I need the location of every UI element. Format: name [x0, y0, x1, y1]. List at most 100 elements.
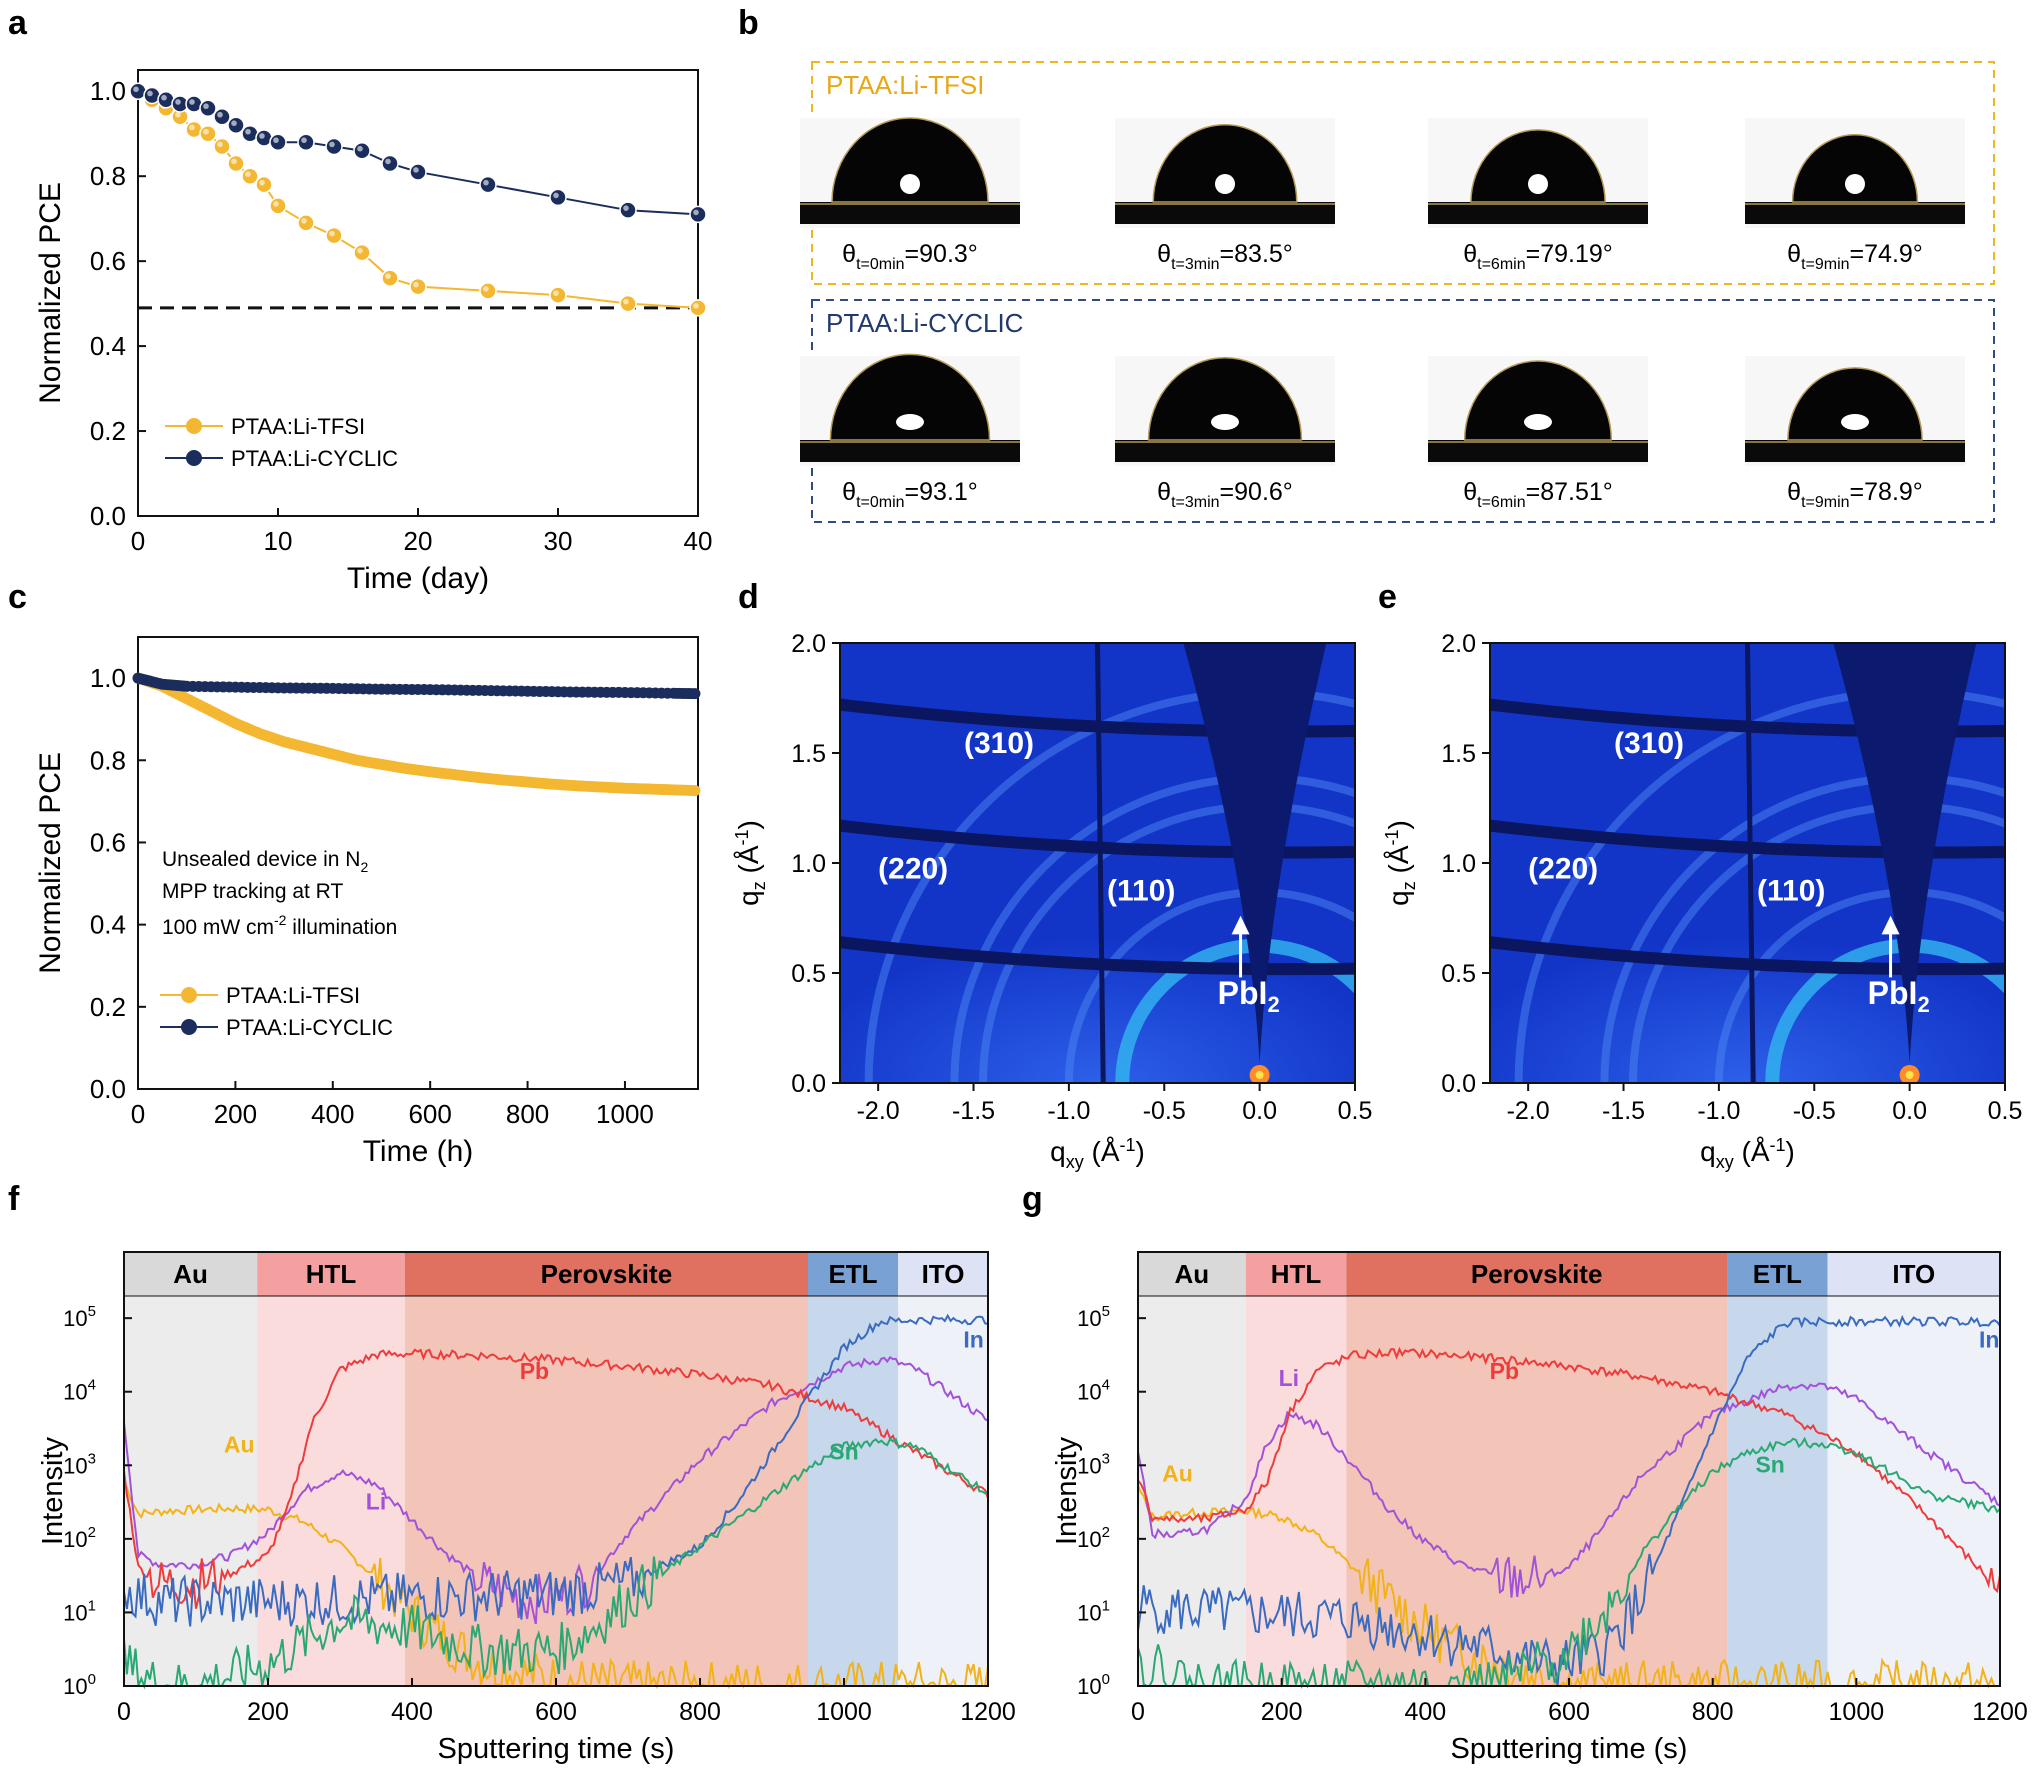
series-point-highlight — [259, 133, 265, 139]
ring-label: (110) — [1757, 874, 1825, 907]
layer-label: HTL — [1271, 1259, 1322, 1289]
detector-gap — [840, 819, 1355, 859]
x-tick-label: 200 — [214, 1099, 257, 1129]
layer-region — [1245, 1296, 1347, 1686]
annotation-superscript: -2 — [274, 912, 287, 928]
panel-label-e: e — [1378, 578, 1397, 616]
layer-region — [1138, 1296, 1246, 1686]
series-point — [199, 124, 217, 143]
substrate — [1745, 440, 1965, 462]
axis-sub: xy — [1066, 1152, 1084, 1172]
reflection — [1215, 174, 1235, 194]
group-title: PTAA:Li-CYCLIC — [826, 308, 1023, 338]
theta-subscript: t=3min — [1171, 256, 1219, 273]
y-tick-label: 1.0 — [791, 850, 826, 878]
depth-profile-line — [1137, 1346, 2001, 1594]
series-point — [619, 201, 637, 219]
angle-value: =90.6° — [1220, 478, 1293, 506]
x-axis-title: Sputtering time (s) — [1451, 1733, 1688, 1765]
series-point — [241, 167, 259, 185]
x-tick-label: -1.0 — [1697, 1097, 1740, 1125]
pbi2-arrow-head — [1881, 915, 1900, 935]
series-label: In — [1979, 1326, 1999, 1352]
series-point — [689, 785, 701, 797]
legend-label: PTAA:Li-TFSI — [226, 983, 360, 1008]
layer-label: Au — [173, 1259, 208, 1289]
theta-subscript: t=9min — [1801, 256, 1849, 273]
beam-center-core — [1255, 1071, 1264, 1079]
y-tick-label: 1.0 — [90, 663, 126, 693]
series-point — [199, 99, 217, 117]
tick-exponent: 3 — [1102, 1450, 1110, 1467]
y-axis-title: Normalized PCE — [34, 752, 67, 974]
theta-subscript: t=6min — [1477, 256, 1525, 273]
series-point-highlight — [357, 247, 363, 254]
axis-end: ) — [1383, 820, 1414, 829]
reflection — [1211, 414, 1239, 430]
contact-angle-label: θt=0min=90.3° — [842, 240, 978, 273]
theta-subscript: t=9min — [1801, 494, 1849, 511]
x-tick-label: 600 — [1548, 1698, 1590, 1726]
series-point — [689, 205, 707, 224]
series-label: Li — [366, 1489, 386, 1515]
tick-base: 10 — [1077, 1380, 1101, 1405]
series-label: Pb — [520, 1358, 549, 1384]
y-axis-title: qz (Å-1) — [732, 820, 769, 906]
theta-symbol: θ — [1463, 478, 1477, 506]
axis-unit: (Å — [1084, 1136, 1120, 1167]
y-tick-label: 101 — [63, 1597, 96, 1625]
annotation-line-3: 100 mW cm-2 illumination — [162, 912, 397, 939]
series-point — [297, 214, 315, 232]
substrate — [800, 440, 1020, 462]
y-tick-label: 1.5 — [791, 740, 826, 768]
series-point-highlight — [161, 94, 167, 101]
contact-angle-label: θt=9min=78.9° — [1787, 478, 1923, 511]
series-point — [325, 226, 343, 245]
legend-label: PTAA:Li-CYCLIC — [226, 1015, 393, 1040]
series-point-highlight — [203, 128, 209, 135]
series-point-highlight — [623, 205, 629, 211]
droplet — [1147, 357, 1303, 441]
series-point — [619, 294, 637, 313]
y-axis-title: Intensity — [1051, 1437, 1083, 1545]
x-tick-label: 0.0 — [1892, 1097, 1927, 1125]
y-tick-label: 0.4 — [90, 331, 126, 361]
tick-base: 10 — [63, 1674, 87, 1699]
pbi2-arrow-head — [1231, 915, 1250, 935]
legend-label: PTAA:Li-TFSI — [231, 414, 365, 439]
tick-exponent: 2 — [1102, 1524, 1110, 1541]
series-point — [297, 133, 315, 151]
x-tick-label: 20 — [404, 526, 433, 556]
contact-angle-label: θt=9min=74.9° — [1787, 240, 1923, 273]
y-tick-label: 103 — [63, 1450, 96, 1478]
x-tick-label: 0 — [1131, 1698, 1145, 1726]
series-point-highlight — [231, 120, 237, 127]
series-label: In — [963, 1326, 983, 1352]
theta-subscript: t=0min — [856, 256, 904, 273]
x-tick-label: 0 — [131, 526, 145, 556]
theta-symbol: θ — [1787, 240, 1801, 268]
series-point-highlight — [329, 141, 335, 148]
theta-symbol: θ — [1463, 240, 1477, 268]
annotation-text: Unsealed device in N — [162, 848, 360, 871]
axis-end: ) — [733, 820, 764, 829]
panel-label-g: g — [1022, 1180, 1043, 1218]
detector-gap — [840, 936, 1355, 976]
series-point-highlight — [273, 201, 279, 207]
legend-label: PTAA:Li-CYCLIC — [231, 446, 398, 471]
series-point — [549, 286, 567, 304]
layer-band — [898, 1252, 988, 1296]
substrate — [1428, 440, 1648, 462]
droplet — [1791, 134, 1919, 203]
panel-label-c: c — [8, 578, 27, 616]
series-point-highlight — [259, 179, 265, 186]
y-tick-label: 100 — [1077, 1671, 1110, 1699]
y-axis-title: Intensity — [37, 1437, 69, 1545]
series-point-highlight — [175, 111, 181, 118]
series-point-highlight — [133, 86, 139, 93]
panel-c-chart: 0 200 400 600 800 1000 0.0 0.2 0.4 0.6 0.8 1.0 Time … — [34, 636, 701, 1168]
y-tick-label: 2.0 — [791, 630, 826, 658]
series-point — [255, 175, 273, 194]
layer-band — [1346, 1252, 1728, 1296]
x-tick-label: 1200 — [1972, 1698, 2028, 1726]
